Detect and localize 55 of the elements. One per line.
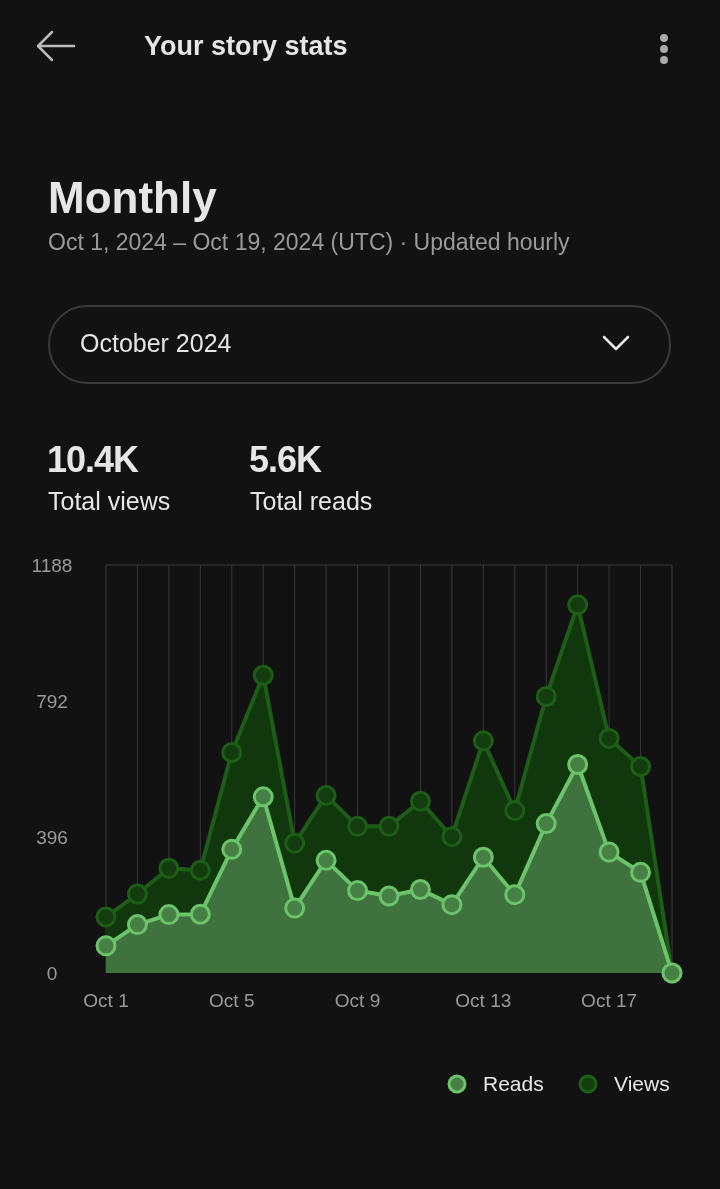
point	[535, 686, 557, 708]
x-tick-label: Oct 17	[581, 990, 638, 1011]
point	[221, 838, 243, 860]
point	[630, 861, 652, 883]
point	[409, 879, 431, 901]
point	[221, 742, 243, 764]
point	[535, 813, 557, 835]
point	[598, 727, 620, 749]
legend-label: Reads	[483, 1072, 544, 1096]
point	[378, 885, 400, 907]
point	[472, 846, 494, 868]
x-tick-label: Oct 13	[455, 990, 512, 1011]
y-tick-label: 792	[36, 690, 68, 712]
x-tick-label: Oct 9	[334, 990, 381, 1011]
point	[95, 935, 117, 957]
point	[315, 784, 337, 806]
y-tick-label: 1188	[31, 554, 73, 576]
y-tick-label: 396	[36, 826, 68, 848]
point	[347, 880, 369, 902]
chart-title: Monthly	[48, 173, 218, 222]
y-tick-label: 0	[46, 962, 58, 984]
point	[158, 857, 180, 879]
point	[598, 841, 620, 863]
point	[347, 815, 369, 837]
text: 5.6K	[249, 439, 323, 480]
text: Total reads	[250, 487, 373, 515]
point	[126, 914, 148, 936]
point	[252, 786, 274, 808]
point	[504, 884, 526, 906]
point	[567, 594, 589, 616]
chart-subtitle: Oct 1, 2024 – Oct 19, 2024 (UTC) · Updated hourly	[48, 229, 571, 255]
point	[441, 894, 463, 916]
point	[126, 883, 148, 905]
point	[189, 859, 211, 881]
point	[189, 903, 211, 925]
point	[567, 754, 589, 776]
legend-label: Views	[614, 1072, 670, 1096]
point	[378, 815, 400, 837]
point	[158, 904, 180, 926]
point	[315, 849, 337, 871]
x-tick-label: Oct 5	[209, 990, 255, 1011]
text: 10.4K	[47, 439, 140, 480]
point	[284, 832, 306, 854]
point	[95, 906, 117, 928]
text: Total views	[48, 487, 171, 515]
text: Your story stats	[144, 31, 348, 61]
point	[252, 664, 274, 686]
text: October 2024	[80, 329, 232, 357]
point	[504, 800, 526, 822]
x-tick-label: Oct 1	[83, 990, 129, 1011]
point	[409, 790, 431, 812]
point	[472, 730, 494, 752]
point	[284, 897, 306, 919]
point	[441, 826, 463, 848]
point	[630, 756, 652, 778]
